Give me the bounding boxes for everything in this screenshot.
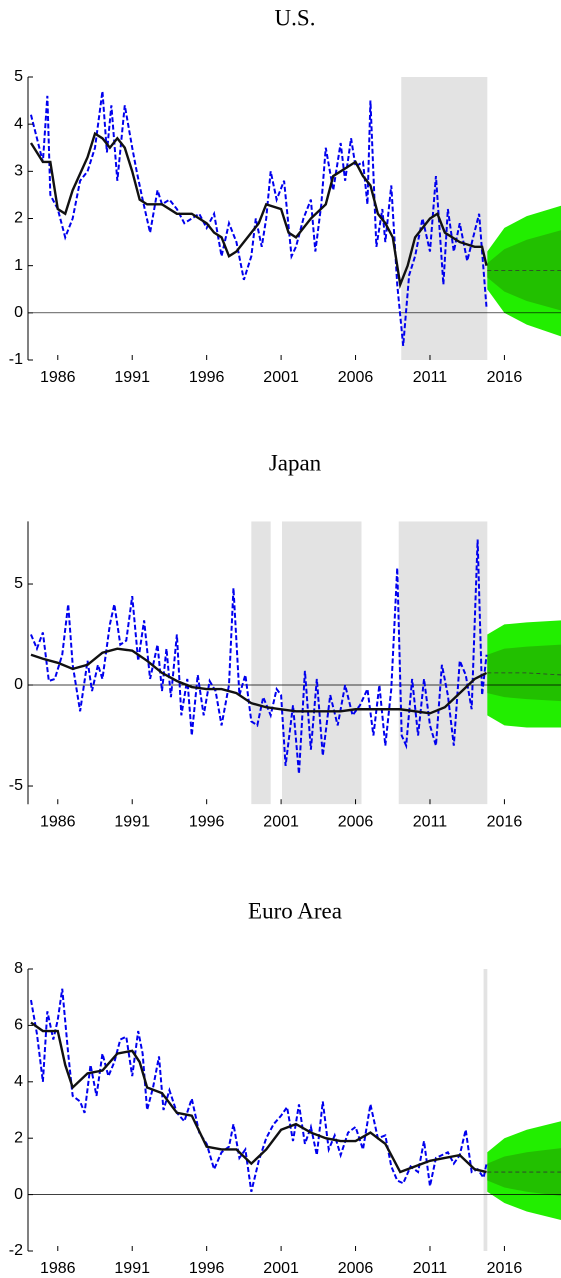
x-tick-label: 2016: [487, 369, 523, 386]
x-tick-label: 2001: [263, 369, 299, 386]
x-tick-label: 2016: [487, 1260, 523, 1277]
y-tick-label: 6: [14, 1017, 23, 1034]
x-tick-label: 1986: [40, 813, 76, 830]
panel-title: U.S.: [275, 5, 316, 30]
x-tick-label: 2016: [487, 813, 523, 830]
x-tick-label: 1991: [114, 1260, 150, 1277]
x-tick-label: 2011: [413, 369, 448, 386]
shaded-period: [401, 77, 488, 360]
x-tick-label: 1991: [114, 369, 150, 386]
y-tick-label: -5: [9, 777, 23, 794]
x-tick-label: 2011: [413, 1260, 448, 1277]
y-tick-label: -1: [9, 351, 23, 368]
plot-area: [28, 969, 561, 1251]
y-tick-label: 0: [14, 1186, 23, 1203]
trend-line: [30, 1021, 487, 1174]
y-tick-label: 1: [14, 257, 23, 274]
observed-line: [30, 539, 488, 774]
shaded-period: [483, 969, 488, 1251]
y-tick-label: 3: [14, 163, 23, 180]
x-tick-label: 2006: [338, 369, 374, 386]
y-tick-label: -2: [9, 1242, 23, 1259]
x-tick-label: 2001: [263, 1260, 299, 1277]
shaded-period: [398, 521, 488, 805]
x-tick-label: 1986: [40, 1260, 76, 1277]
y-tick-label: 4: [14, 115, 23, 132]
trend-line: [30, 647, 488, 715]
panel: Japan -5 0 5 1986 1991 1996 2001 2006 2011 2016: [9, 450, 561, 830]
x-tick-label: 1986: [40, 369, 76, 386]
plot-area: [28, 521, 561, 805]
plot-area: [28, 77, 561, 360]
trend-line: [29, 131, 488, 290]
y-tick-label: 2: [14, 1129, 23, 1146]
x-tick-label: 1996: [189, 369, 225, 386]
y-tick-label: 2: [14, 210, 23, 227]
y-tick-label: 0: [14, 304, 23, 321]
panel-title: Euro Area: [248, 898, 342, 923]
x-tick-label: 1991: [114, 813, 150, 830]
y-tick-label: 0: [14, 676, 23, 693]
observed-line: [29, 988, 488, 1193]
x-tick-label: 1996: [189, 813, 225, 830]
shaded-period: [251, 521, 271, 805]
x-tick-label: 2006: [338, 813, 374, 830]
y-tick-label: 5: [14, 575, 23, 592]
y-tick-label: 4: [14, 1073, 23, 1090]
shaded-period: [281, 521, 362, 805]
panel: Euro Area -2 0 2 4 6 8 1986 1991 1996 2001 2006 2011…: [9, 898, 561, 1277]
observed-line: [30, 91, 488, 346]
x-tick-label: 1996: [189, 1260, 225, 1277]
forecast-median: [487, 672, 561, 676]
x-tick-label: 2011: [413, 813, 448, 830]
y-tick-label: 5: [14, 68, 23, 85]
panel: U.S. -1 0 1 2 3 4 5 1986 1991 1996 2001 2006 2011 2016: [9, 5, 561, 386]
x-tick-label: 2001: [263, 813, 299, 830]
y-tick-label: 8: [14, 960, 23, 977]
x-tick-label: 2006: [338, 1260, 374, 1277]
panel-title: Japan: [269, 450, 322, 475]
